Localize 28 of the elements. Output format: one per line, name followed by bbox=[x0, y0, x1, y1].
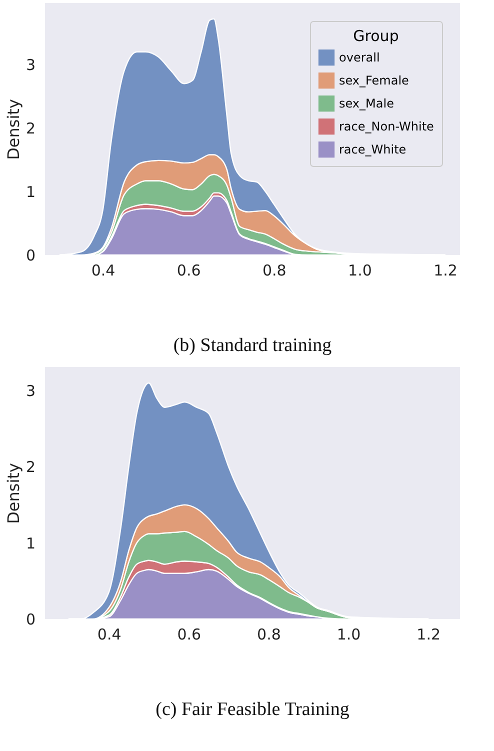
y-tick-label: 3 bbox=[26, 382, 36, 400]
y-tick-label: 0 bbox=[26, 246, 36, 264]
y-axis-title: Density bbox=[4, 463, 23, 524]
x-tick-label: 1.0 bbox=[336, 626, 361, 644]
x-tick-label: 1.2 bbox=[434, 262, 458, 280]
y-tick-label: 0 bbox=[26, 610, 36, 628]
legend-title: Group bbox=[353, 27, 399, 45]
x-tick-label: 0.6 bbox=[176, 262, 201, 280]
y-tick-label: 3 bbox=[26, 56, 36, 74]
y-tick-label: 1 bbox=[26, 534, 36, 552]
legend-label: race_White bbox=[339, 142, 406, 156]
x-tick-label: 0.4 bbox=[97, 626, 122, 644]
y-tick-label: 2 bbox=[26, 120, 36, 138]
text: (c) Fair Feasible Training bbox=[156, 699, 350, 720]
y-axis-title: Density bbox=[4, 99, 23, 160]
y-tick-label: 2 bbox=[26, 458, 36, 476]
legend-label: overall bbox=[339, 50, 380, 64]
legend-label: sex_Male bbox=[339, 96, 394, 110]
y-tick-label: 1 bbox=[26, 183, 36, 202]
x-tick-label: 0.6 bbox=[177, 626, 202, 644]
x-tick-label: 0.8 bbox=[257, 626, 281, 644]
x-tick-label: 1.2 bbox=[416, 626, 441, 644]
x-tick-label: 0.4 bbox=[91, 262, 116, 280]
legend-label: race_Non-White bbox=[339, 120, 434, 134]
text: (b) Standard training bbox=[173, 335, 332, 356]
legend-label: sex_Female bbox=[339, 74, 409, 88]
x-tick-label: 1.0 bbox=[348, 262, 372, 280]
x-tick-label: 0.8 bbox=[262, 262, 286, 280]
